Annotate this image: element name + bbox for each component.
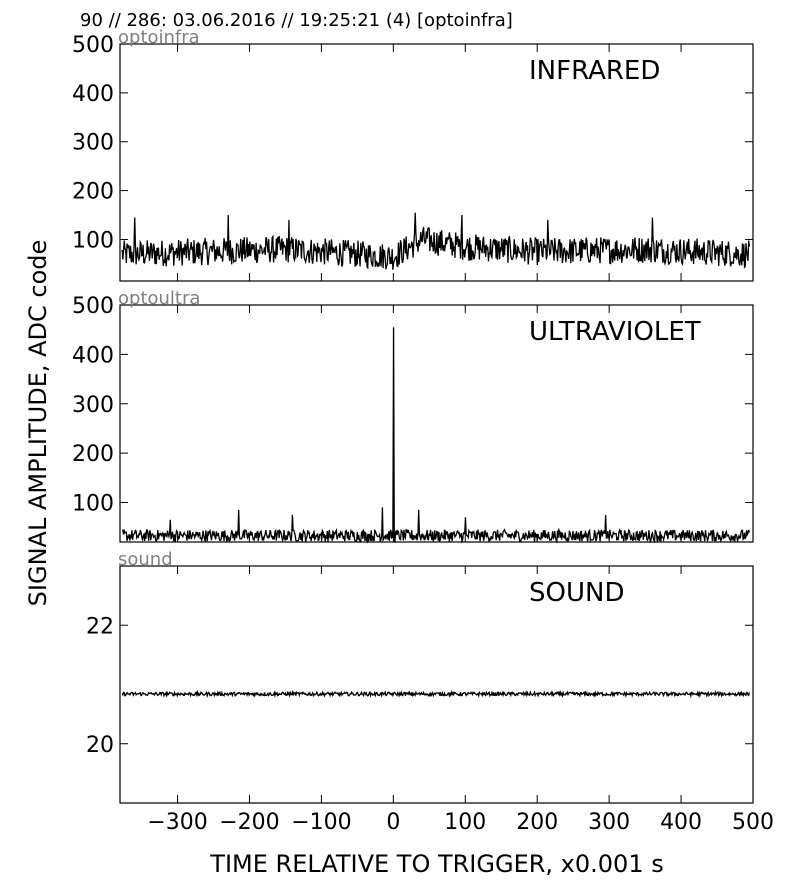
- channel-label: optoinfra: [118, 27, 200, 48]
- series-line-infrared: [121, 212, 751, 270]
- y-tick-label: 22: [86, 614, 114, 639]
- series-line-ultraviolet: [122, 327, 751, 544]
- y-tick-label: 200: [72, 442, 114, 467]
- y-tick-label: 500: [72, 33, 114, 58]
- x-tick-label: −200: [219, 810, 279, 835]
- panel-title: INFRARED: [529, 56, 660, 86]
- y-tick-label: 300: [72, 393, 114, 418]
- x-axis-label: TIME RELATIVE TO TRIGGER, x0.001 s: [209, 850, 663, 878]
- channel-label: sound: [118, 549, 173, 570]
- panel-title: SOUND: [529, 578, 624, 608]
- x-tick-label: −100: [291, 810, 351, 835]
- series-line-sound: [121, 689, 751, 699]
- x-tick-label: 0: [386, 810, 400, 835]
- y-axis-label: SIGNAL AMPLITUDE, ADC code: [24, 240, 52, 607]
- x-tick-label: 300: [588, 810, 630, 835]
- panel-title: ULTRAVIOLET: [529, 317, 701, 347]
- y-tick-label: 300: [72, 131, 114, 156]
- panel-sound: 20 22 sound SOUND: [86, 549, 754, 804]
- x-tick-label: 100: [444, 810, 486, 835]
- y-tick-label: 500: [72, 294, 114, 319]
- x-tick-label: −300: [147, 810, 207, 835]
- chart-header: 90 // 286: 03.06.2016 // 19:25:21 (4) [o…: [80, 10, 513, 31]
- panel-frame: [119, 304, 754, 543]
- y-tick-label: 200: [72, 180, 114, 205]
- y-tick-label: 400: [72, 82, 114, 107]
- x-tick-label: 400: [660, 810, 702, 835]
- panel-frame: [119, 565, 754, 804]
- panel-infrared: 100 200 300 400 500 optoinfra INFRARED: [72, 27, 754, 282]
- x-tick-label: 500: [732, 810, 774, 835]
- x-tick-label: 200: [516, 810, 558, 835]
- y-tick-label: 20: [86, 733, 114, 758]
- y-tick-label: 400: [72, 343, 114, 368]
- panel-ultraviolet: 100 200 300 400 500 optoultra ULTRAVIOLET: [72, 288, 754, 544]
- channel-label: optoultra: [118, 288, 200, 309]
- y-tick-label: 100: [72, 492, 114, 517]
- y-tick-label: 100: [72, 228, 114, 253]
